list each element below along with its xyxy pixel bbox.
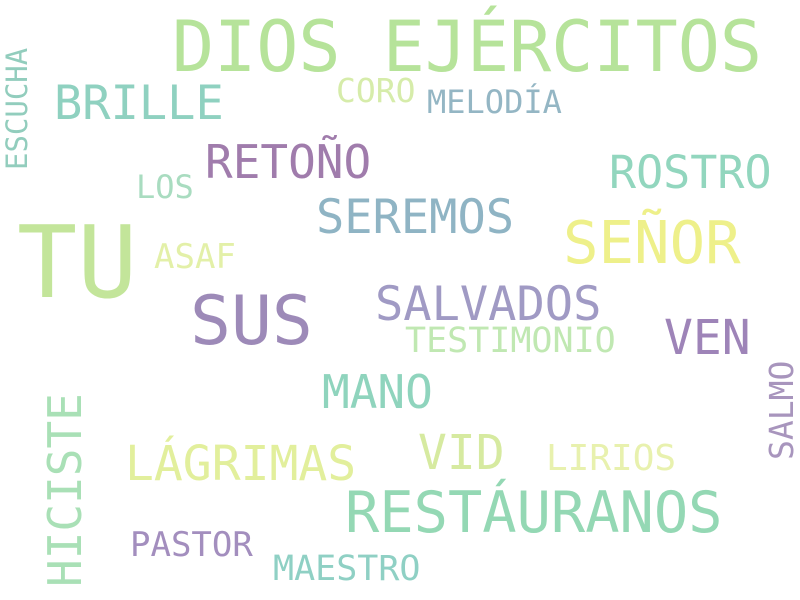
word-vid: VID (418, 425, 505, 481)
word-testimonio: TESTIMONIO (405, 321, 616, 361)
word-dios-ejercitos: DIOS EJÉRCITOS (172, 6, 763, 88)
word-maestro: MAESTRO (273, 549, 421, 589)
word-asaf: ASAF (154, 237, 236, 277)
word-rostro: ROSTRO (609, 146, 772, 199)
word-coro: CORO (336, 71, 416, 110)
word-seremos: SEREMOS (316, 190, 515, 245)
word-pastor: PASTOR (130, 525, 253, 565)
word-tu: TU (17, 204, 138, 321)
word-los: LOS (136, 168, 194, 206)
word-escucha: ESCUCHA (0, 47, 34, 170)
word-sus: SUS (190, 282, 313, 361)
word-lirios: LIRIOS (546, 438, 677, 479)
word-salvados: SALVADOS (375, 277, 602, 332)
word-melodia: MELODÍA (427, 83, 562, 121)
word-ven: VEN (664, 310, 751, 366)
word-lagrimas: LÁGRIMAS (125, 436, 357, 492)
word-senor: SEÑOR (563, 208, 741, 277)
word-retono: RETOÑO (205, 135, 372, 189)
word-hiciste: HICISTE (38, 393, 92, 587)
word-salmo: SALMO (762, 360, 800, 460)
word-mano: MANO (322, 365, 433, 419)
word-brille: BRILLE (54, 76, 224, 131)
word-restauranos: RESTÁURANOS (345, 480, 723, 546)
